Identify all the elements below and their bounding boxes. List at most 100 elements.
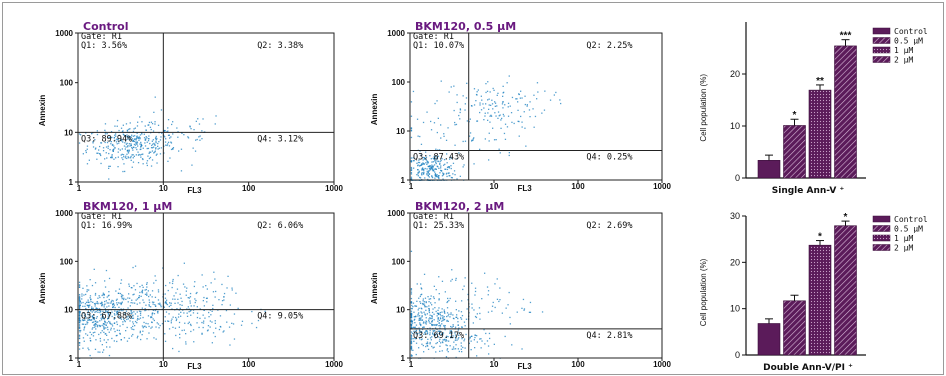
scatter-point bbox=[107, 317, 109, 320]
scatter-point bbox=[420, 287, 422, 289]
scatter-point bbox=[137, 315, 139, 317]
scatter-point bbox=[109, 346, 111, 348]
scatter-point bbox=[474, 287, 477, 289]
scatter-point bbox=[94, 148, 97, 150]
scatter-point bbox=[116, 340, 118, 343]
scatter-point bbox=[435, 158, 437, 160]
scatter-point bbox=[130, 155, 132, 158]
scatter-point bbox=[447, 297, 449, 300]
scatter-point bbox=[146, 283, 148, 285]
scatter-point bbox=[125, 155, 127, 157]
scatter-point bbox=[106, 157, 108, 159]
scatter-point bbox=[445, 139, 448, 141]
scatter-point bbox=[438, 293, 440, 295]
scatter-point bbox=[511, 344, 513, 346]
scatter-point bbox=[91, 133, 93, 135]
scatter-point bbox=[110, 141, 112, 143]
scatter-point bbox=[517, 109, 519, 111]
scatter-point bbox=[413, 319, 415, 321]
scatter-point bbox=[130, 136, 132, 138]
scatter-point bbox=[137, 317, 139, 320]
scatter-point bbox=[489, 91, 491, 93]
panel3-x-tick-label: 1 bbox=[77, 360, 82, 369]
scatter-point bbox=[459, 111, 461, 114]
scatter-point bbox=[117, 140, 120, 142]
scatter-point bbox=[463, 164, 465, 166]
scatter-point bbox=[125, 310, 128, 312]
scatter-point bbox=[95, 302, 97, 304]
scatter-point bbox=[443, 133, 445, 135]
scatter-point bbox=[87, 321, 89, 324]
scatter-point bbox=[194, 150, 197, 152]
scatter-point bbox=[418, 297, 420, 299]
scatter-point bbox=[141, 307, 143, 309]
scatter-point bbox=[78, 344, 81, 346]
scatter-point bbox=[424, 304, 426, 306]
scatter-point bbox=[79, 300, 81, 302]
scatter-point bbox=[519, 97, 521, 99]
scatter-point bbox=[464, 103, 466, 105]
scatter-point bbox=[201, 130, 203, 132]
scatter-point bbox=[137, 154, 140, 156]
scatter-point bbox=[431, 317, 433, 320]
barchart2-legend-label-4: 2 µM bbox=[894, 244, 913, 253]
scatter-point bbox=[94, 139, 96, 141]
scatter-point bbox=[462, 140, 464, 143]
scatter-point bbox=[116, 298, 118, 300]
scatter-point bbox=[499, 299, 501, 301]
scatter-point bbox=[144, 139, 146, 141]
scatter-point bbox=[450, 312, 452, 314]
scatter-point bbox=[526, 104, 528, 106]
scatter-point bbox=[450, 313, 452, 316]
scatter-point bbox=[505, 307, 507, 309]
scatter-point bbox=[509, 323, 511, 325]
scatter-point bbox=[130, 327, 132, 329]
panel3-plot-frame bbox=[77, 212, 335, 359]
scatter-point bbox=[187, 137, 190, 139]
scatter-point bbox=[410, 314, 413, 316]
scatter-point bbox=[490, 114, 492, 116]
scatter-point bbox=[193, 285, 195, 288]
scatter-point bbox=[141, 289, 144, 291]
scatter-point bbox=[150, 147, 153, 149]
scatter-point bbox=[446, 172, 448, 174]
scatter-point bbox=[167, 160, 169, 162]
scatter-point bbox=[116, 302, 118, 304]
scatter-point bbox=[425, 342, 428, 345]
scatter-point bbox=[93, 316, 95, 319]
scatter-point bbox=[520, 115, 522, 118]
scatter-point bbox=[410, 342, 413, 344]
scatter-point bbox=[462, 95, 464, 97]
scatter-point bbox=[91, 284, 94, 287]
scatter-point bbox=[136, 298, 139, 300]
scatter-point bbox=[94, 331, 96, 333]
scatter-point bbox=[134, 325, 136, 327]
scatter-point bbox=[105, 327, 107, 329]
scatter-point bbox=[146, 338, 148, 340]
scatter-point bbox=[154, 275, 156, 277]
scatter-point bbox=[437, 155, 440, 157]
scatter-point bbox=[214, 335, 216, 338]
scatter-point bbox=[89, 331, 91, 333]
scatter-point bbox=[444, 329, 446, 331]
scatter-point bbox=[208, 316, 210, 318]
scatter-point bbox=[116, 139, 118, 141]
scatter-point bbox=[447, 315, 449, 317]
scatter-point bbox=[222, 331, 224, 333]
scatter-point bbox=[116, 304, 118, 306]
scatter-point bbox=[78, 286, 81, 288]
scatter-point bbox=[132, 149, 134, 151]
scatter-point bbox=[131, 311, 133, 314]
scatter-point bbox=[423, 333, 425, 335]
scatter-point bbox=[110, 302, 112, 304]
scatter-point bbox=[120, 282, 122, 284]
scatter-point bbox=[113, 340, 115, 342]
scatter-point bbox=[435, 162, 437, 165]
scatter-point bbox=[454, 144, 456, 146]
scatter-point bbox=[475, 93, 478, 96]
panel3-title: BKM120, 1 µM bbox=[83, 200, 172, 213]
scatter-point bbox=[429, 314, 431, 316]
scatter-point bbox=[430, 129, 433, 131]
scatter-point bbox=[155, 147, 157, 149]
scatter-point bbox=[524, 103, 526, 106]
